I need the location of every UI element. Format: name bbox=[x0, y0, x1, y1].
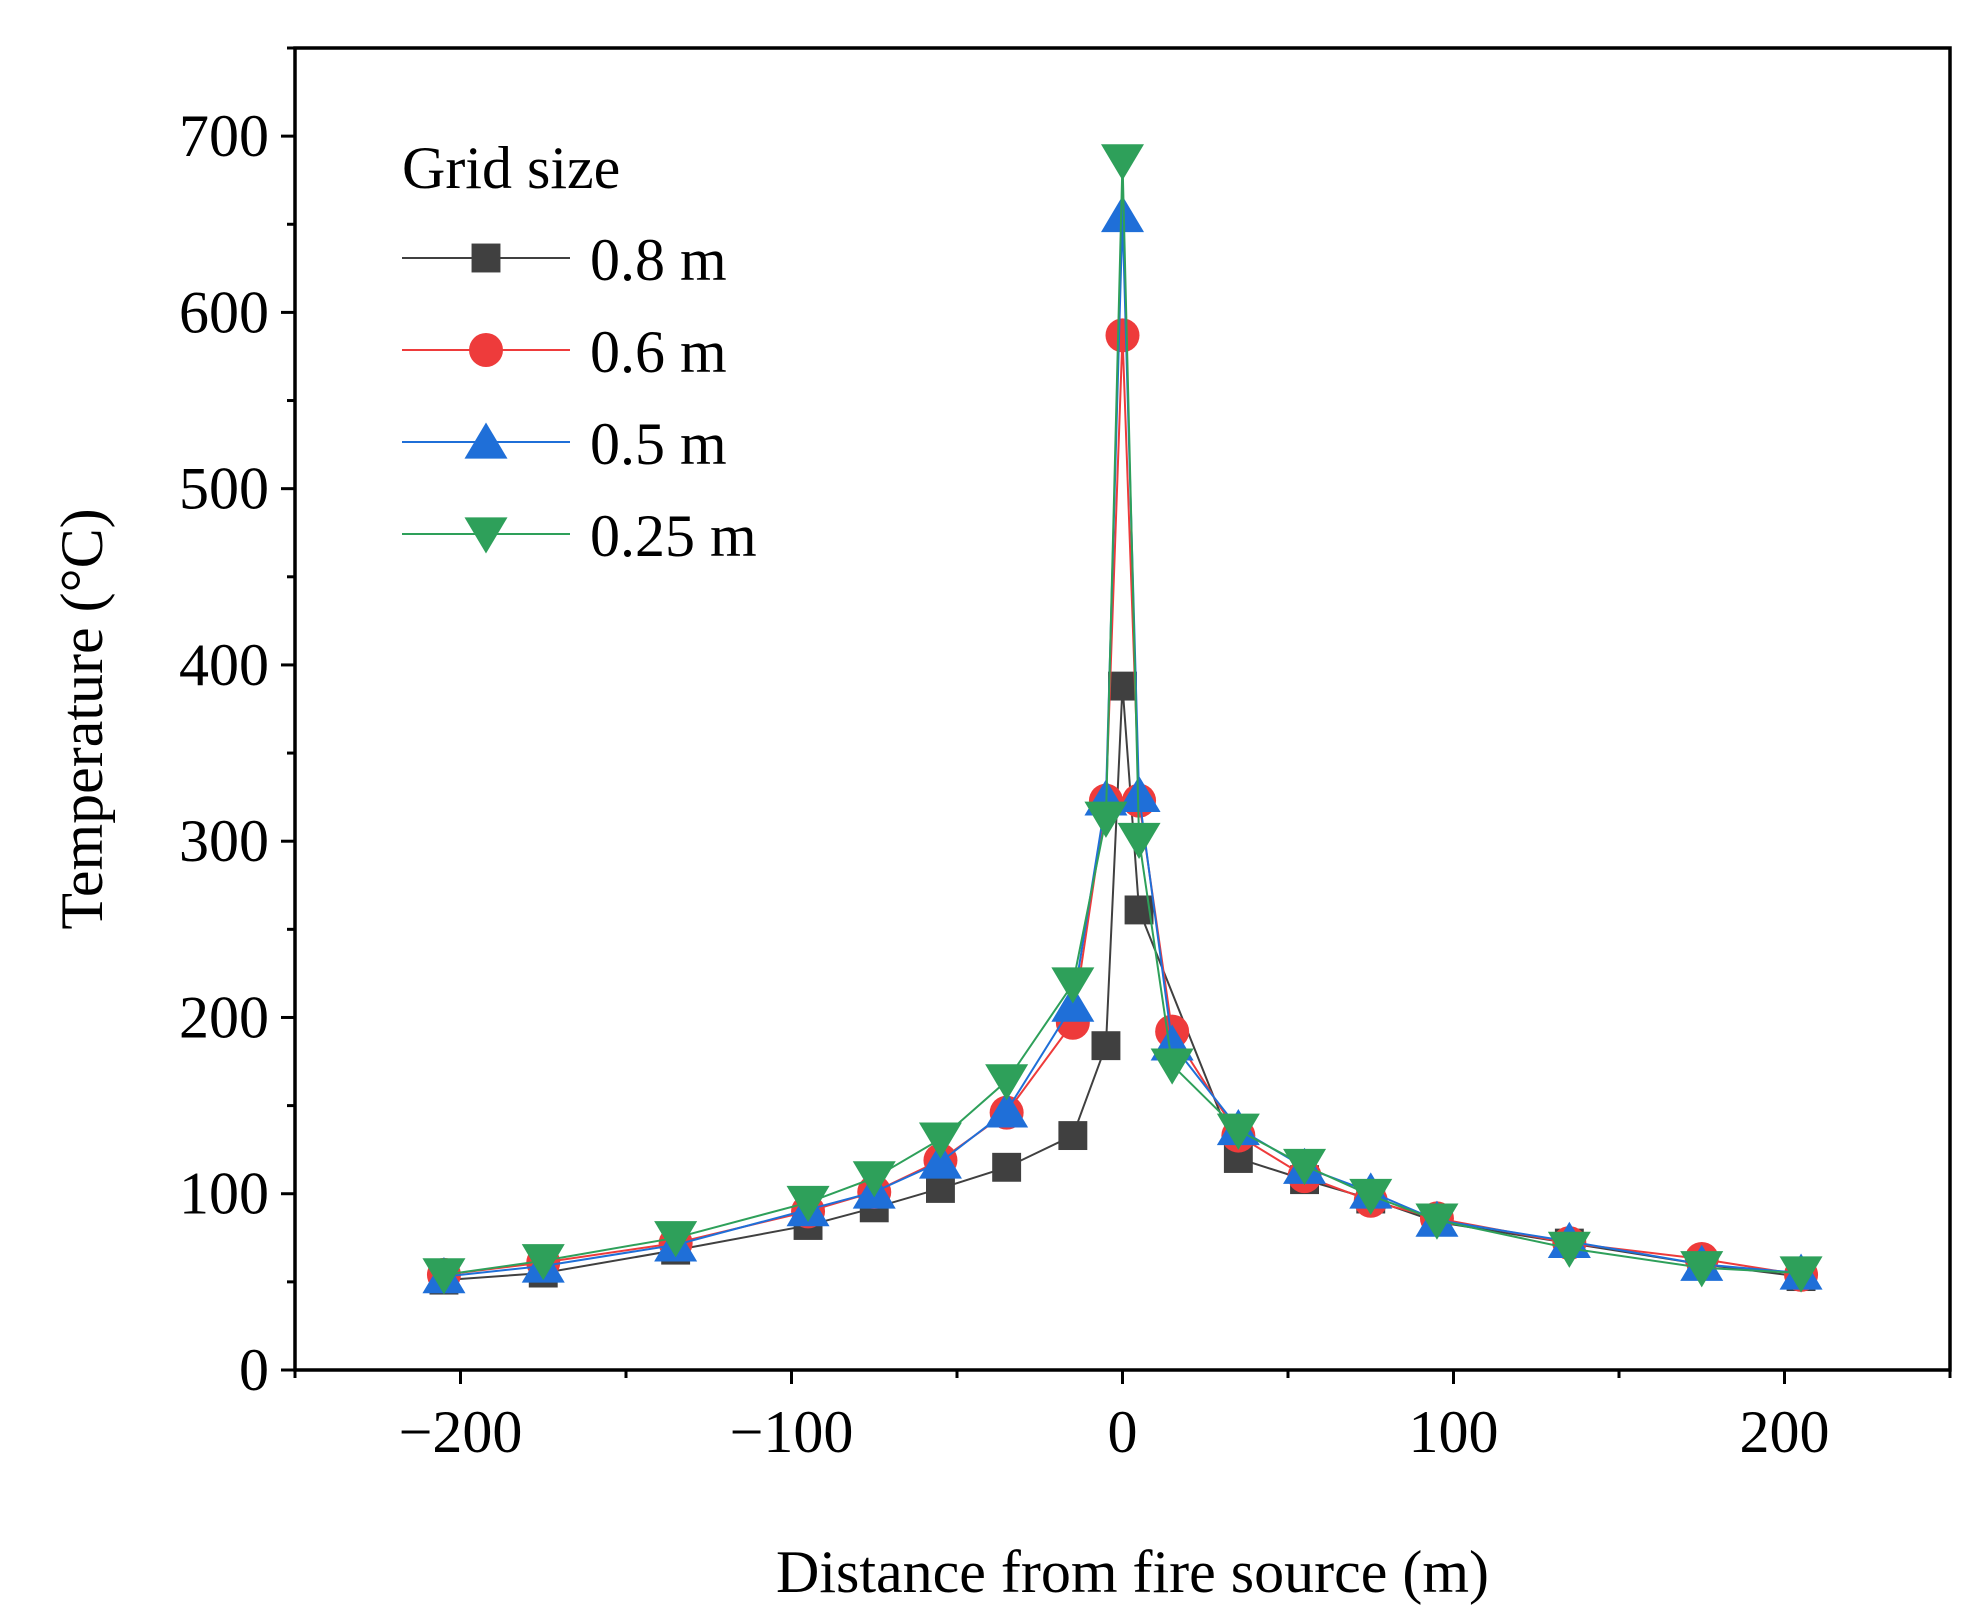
axes: −200 −100 0 100 200 0 100 200 300 400 500 600 700 bbox=[179, 46, 1952, 1465]
marker-square bbox=[1058, 1121, 1088, 1151]
series-0-8-m bbox=[429, 671, 1816, 1295]
marker-triangle-down bbox=[1415, 1203, 1459, 1240]
series-line bbox=[443, 686, 1802, 1282]
marker-triangle-up bbox=[1100, 195, 1145, 233]
marker-triangle-down bbox=[918, 1122, 962, 1159]
series-layer bbox=[422, 144, 1823, 1295]
legend-title: Grid size bbox=[402, 135, 620, 201]
legend-item: 0.5 m bbox=[402, 411, 727, 477]
marker-triangle-down bbox=[654, 1221, 698, 1258]
marker-triangle-down bbox=[1100, 144, 1145, 181]
x-tick-label: 0 bbox=[1108, 1399, 1138, 1465]
marker-triangle-down bbox=[1084, 801, 1128, 838]
y-tick-label: 100 bbox=[179, 1161, 269, 1227]
y-tick-label: 400 bbox=[179, 632, 269, 698]
y-axis-title: Temperature (°C) bbox=[49, 508, 115, 929]
marker-circle bbox=[469, 333, 503, 367]
marker-triangle-down bbox=[985, 1064, 1029, 1101]
marker-square bbox=[926, 1173, 955, 1203]
x-tick-label: 200 bbox=[1740, 1399, 1830, 1465]
marker-triangle-down bbox=[1150, 1048, 1194, 1085]
marker-triangle-down bbox=[1283, 1148, 1327, 1186]
y-tick-label: 0 bbox=[239, 1337, 269, 1403]
y-tick-label: 200 bbox=[179, 984, 269, 1050]
marker-square bbox=[1091, 1031, 1121, 1061]
marker-triangle-down bbox=[422, 1258, 466, 1295]
legend: Grid size 0.8 m 0.6 m 0.5 m 0.25 m bbox=[402, 135, 757, 569]
x-tick-label: 100 bbox=[1409, 1399, 1499, 1465]
y-tick-label: 700 bbox=[179, 103, 269, 169]
marker-triangle-down bbox=[852, 1161, 896, 1198]
x-tick-label: −200 bbox=[399, 1399, 523, 1465]
x-axis-title: Distance from fire source (m) bbox=[776, 1539, 1489, 1605]
legend-label: 0.5 m bbox=[590, 411, 727, 477]
marker-triangle-up bbox=[985, 1091, 1029, 1128]
marker-square bbox=[471, 243, 501, 273]
marker-triangle-down bbox=[1547, 1231, 1591, 1268]
marker-circle bbox=[1105, 318, 1140, 353]
legend-label: 0.8 m bbox=[590, 227, 727, 293]
legend-item: 0.6 m bbox=[402, 319, 727, 385]
marker-triangle-down bbox=[786, 1185, 830, 1223]
marker-triangle-down bbox=[521, 1244, 565, 1281]
marker-triangle-down bbox=[1216, 1113, 1260, 1150]
marker-triangle-down bbox=[1349, 1178, 1393, 1216]
legend-item: 0.25 m bbox=[402, 503, 757, 569]
y-tick-label: 300 bbox=[179, 808, 269, 874]
series-0-25-m bbox=[422, 144, 1823, 1295]
y-tick-label: 500 bbox=[179, 456, 269, 522]
y-tick-label: 600 bbox=[179, 279, 269, 345]
legend-item: 0.8 m bbox=[402, 227, 727, 293]
marker-square bbox=[992, 1152, 1022, 1182]
x-tick-label: −100 bbox=[730, 1399, 854, 1465]
legend-label: 0.6 m bbox=[590, 319, 727, 385]
marker-triangle-up bbox=[464, 422, 508, 459]
legend-label: 0.25 m bbox=[590, 503, 757, 569]
marker-square bbox=[1108, 671, 1137, 701]
marker-triangle-down bbox=[1117, 822, 1161, 859]
marker-triangle-up bbox=[1051, 985, 1095, 1022]
marker-triangle-down bbox=[1779, 1256, 1823, 1293]
marker-triangle-down bbox=[464, 517, 508, 554]
marker-triangle-up bbox=[1117, 775, 1161, 812]
marker-triangle-down bbox=[1051, 967, 1095, 1004]
marker-triangle-up bbox=[918, 1142, 962, 1179]
marker-triangle-down bbox=[1680, 1251, 1724, 1288]
